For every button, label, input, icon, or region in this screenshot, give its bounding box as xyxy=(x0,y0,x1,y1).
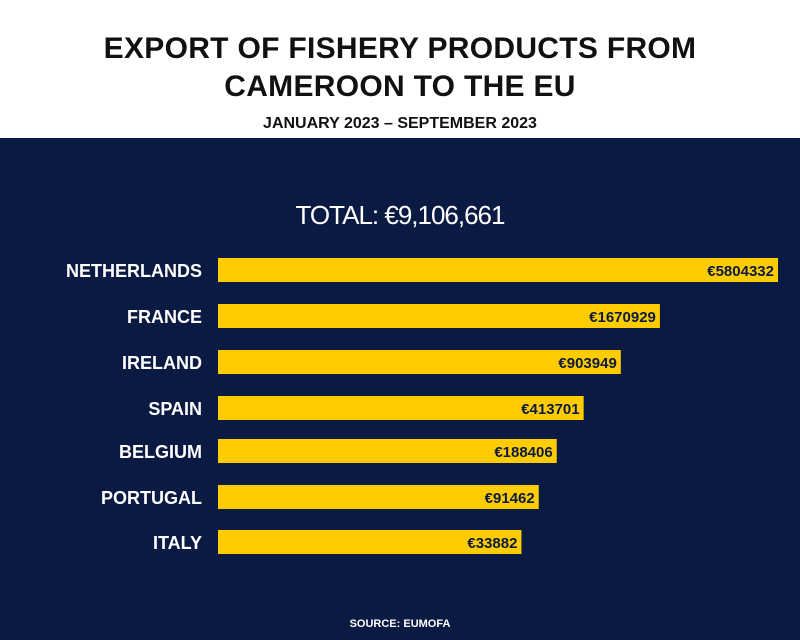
category-label-france: FRANCE xyxy=(127,307,202,327)
bar-ireland xyxy=(218,350,621,374)
value-label-netherlands: €5804332 xyxy=(707,263,774,280)
bar-portugal xyxy=(218,485,539,509)
value-label-portugal: €91462 xyxy=(485,490,535,507)
bar-italy xyxy=(218,530,522,554)
bar-spain xyxy=(218,396,584,420)
bar-france xyxy=(218,304,660,328)
category-label-ireland: IRELAND xyxy=(122,353,202,373)
category-label-spain: SPAIN xyxy=(148,399,202,419)
category-label-belgium: BELGIUM xyxy=(119,442,202,462)
source-label: SOURCE: EUMOFA xyxy=(349,618,451,630)
bar-netherlands xyxy=(218,258,778,282)
category-label-italy: ITALY xyxy=(153,533,202,553)
value-label-italy: €33882 xyxy=(467,535,517,552)
bar-belgium xyxy=(218,439,557,463)
chart-subtitle: JANUARY 2023 – SEPTEMBER 2023 xyxy=(263,115,537,132)
chart-title-line-2: CAMEROON TO THE EU xyxy=(224,70,576,103)
value-label-belgium: €188406 xyxy=(494,444,552,461)
category-label-portugal: PORTUGAL xyxy=(101,488,202,508)
total-label: TOTAL: €9,106,661 xyxy=(295,200,506,230)
chart-panel xyxy=(0,138,800,640)
value-label-spain: €413701 xyxy=(521,401,579,418)
category-label-netherlands: NETHERLANDS xyxy=(66,261,202,281)
chart-title-line-1: EXPORT OF FISHERY PRODUCTS FROM xyxy=(103,32,697,65)
chart-title: EXPORT OF FISHERY PRODUCTS FROM CAMEROON… xyxy=(0,30,800,106)
value-label-ireland: €903949 xyxy=(558,355,616,372)
value-label-france: €1670929 xyxy=(589,309,656,326)
